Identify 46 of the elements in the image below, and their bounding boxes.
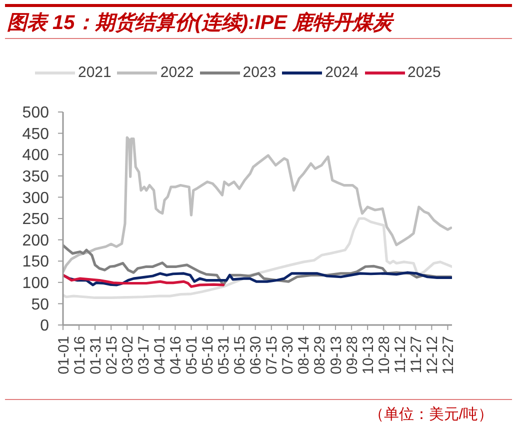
x-tick-label: 12-12 [424, 336, 441, 374]
x-tick-label: 03-17 [135, 336, 152, 374]
legend-label: 2024 [325, 64, 358, 82]
legend-label: 2025 [408, 64, 441, 82]
x-tick-label: 09-13 [328, 336, 345, 374]
x-tick-label: 07-30 [280, 336, 297, 374]
y-tick-label: 150 [22, 254, 50, 271]
x-tick-label: 06-30 [248, 336, 265, 374]
x-tick-label: 09-28 [344, 336, 361, 374]
x-tick-label: 03-02 [119, 336, 136, 374]
x-tick-label: 10-28 [376, 336, 393, 374]
x-tick-label: 01-31 [87, 336, 104, 374]
x-tick-label: 04-16 [167, 336, 184, 374]
line-series [63, 217, 452, 300]
y-tick-label: 500 [22, 104, 50, 122]
x-tick-label: 11-12 [392, 336, 409, 374]
legend-label: 2021 [78, 64, 112, 82]
x-tick-label: 10-13 [360, 336, 377, 374]
x-tick-label: 01-01 [55, 336, 72, 374]
x-tick-label: 12-27 [440, 336, 457, 374]
line-series [63, 274, 225, 288]
x-tick-label: 07-15 [264, 336, 281, 374]
y-tick-label: 0 [40, 318, 50, 335]
y-tick-label: 450 [22, 126, 50, 143]
x-tick-label: 06-15 [232, 336, 249, 374]
y-tick-label: 300 [22, 190, 50, 207]
x-tick-label: 05-16 [200, 336, 217, 374]
x-tick-label: 08-29 [312, 336, 329, 374]
y-tick-label: 350 [22, 168, 50, 186]
x-tick-label: 04-01 [151, 336, 168, 374]
y-tick-label: 100 [22, 275, 50, 292]
y-tick-label: 250 [22, 211, 50, 228]
x-tick-label: 08-14 [296, 336, 313, 374]
legend-label: 2022 [160, 64, 194, 82]
y-tick-label: 50 [31, 296, 50, 314]
legend-label: 2023 [242, 64, 276, 82]
text: （单位：美元/吨） [368, 405, 493, 424]
chart-title: 图表 15：期货结算价(连续):IPE 鹿特丹煤炭 [7, 10, 393, 36]
x-tick-label: 01-16 [71, 336, 88, 374]
x-tick-label: 11-27 [408, 336, 425, 374]
y-tick-label: 400 [22, 147, 50, 164]
x-tick-label: 05-31 [216, 336, 233, 374]
x-tick-label: 02-15 [103, 336, 120, 374]
line-series [63, 136, 452, 274]
y-tick-label: 200 [22, 232, 50, 250]
x-tick-label: 05-01 [183, 336, 200, 374]
